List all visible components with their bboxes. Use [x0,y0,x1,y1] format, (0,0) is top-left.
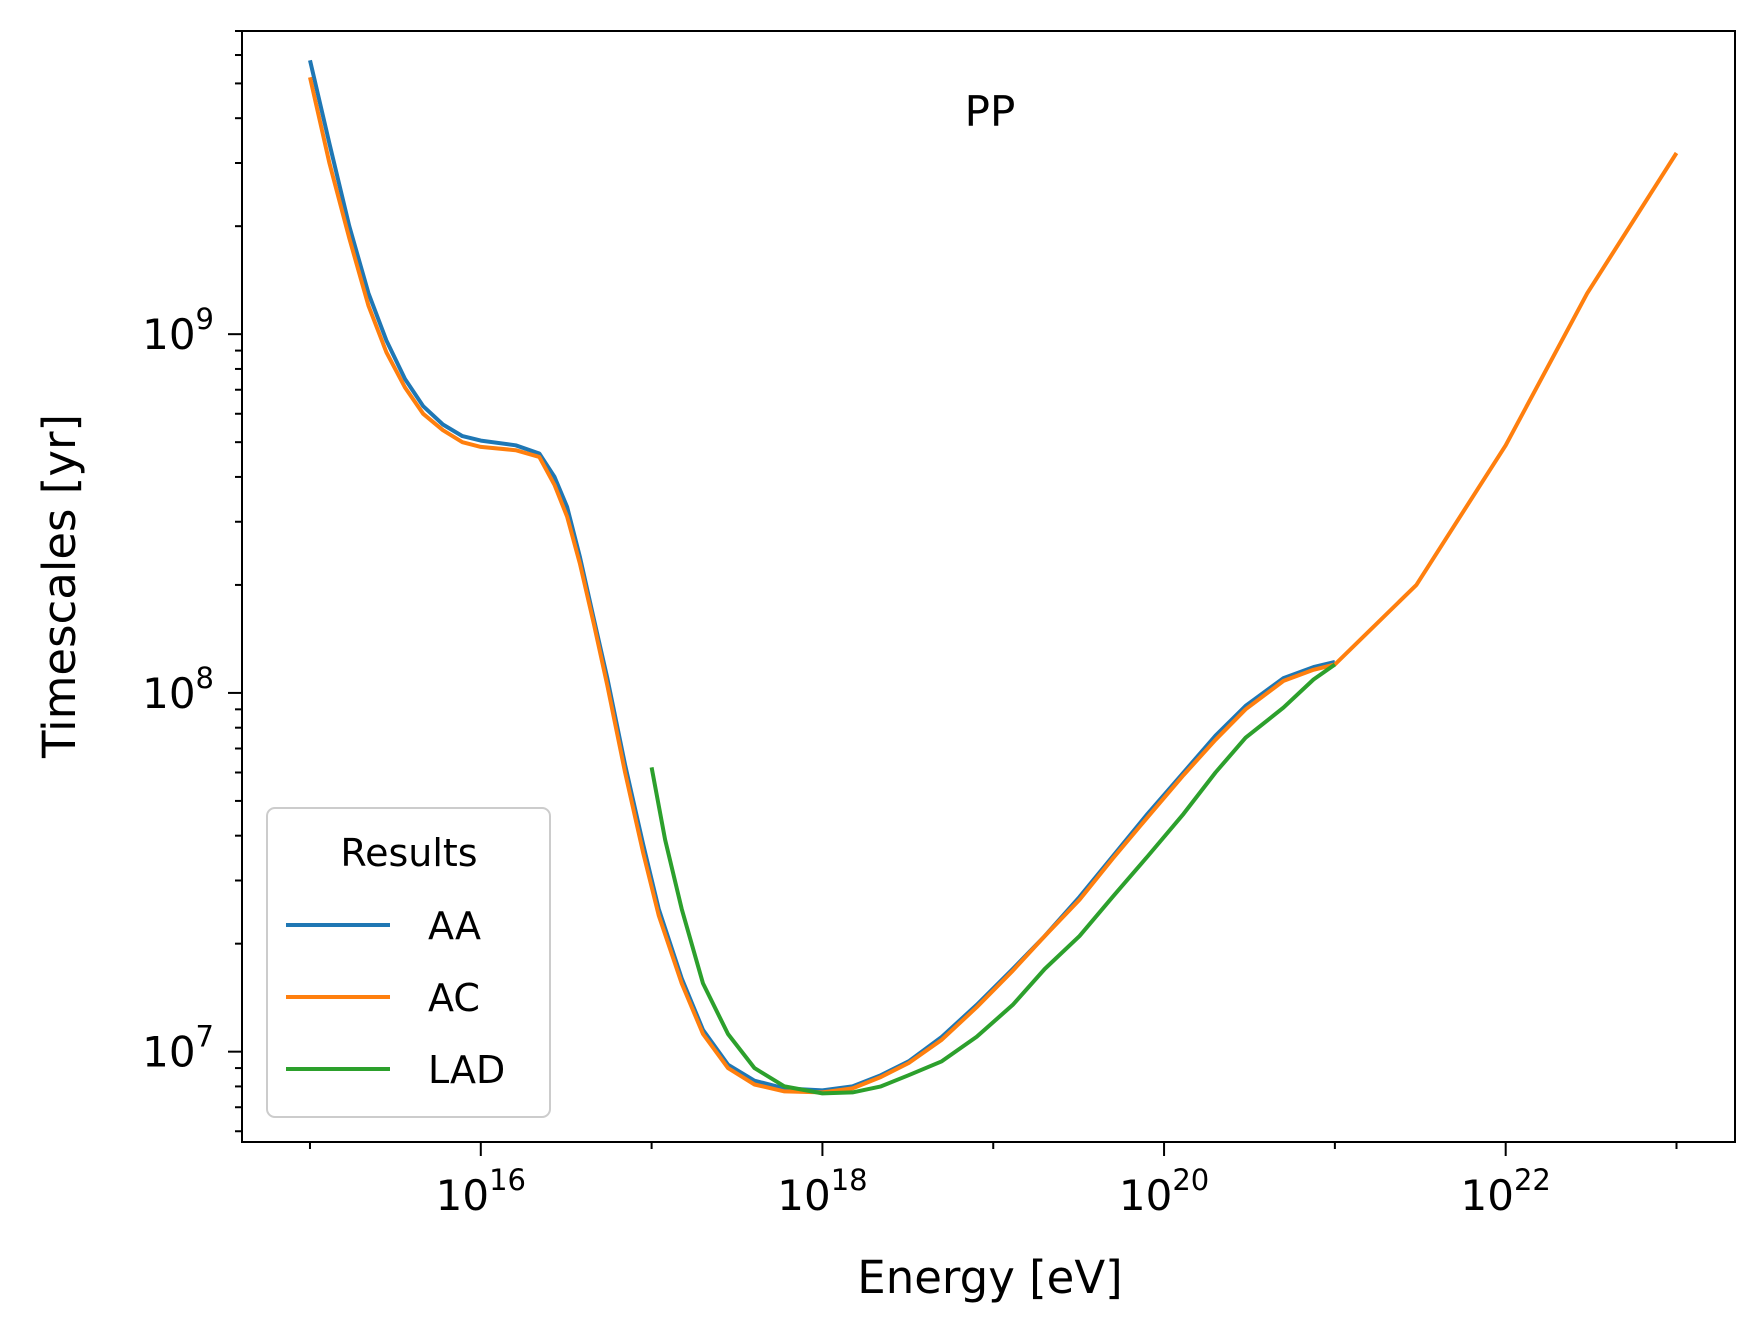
legend-label-aa: AA [428,904,481,948]
x-tick-label: 1020 [1119,1163,1209,1220]
y-tick-label: 107 [142,1020,214,1077]
y-tick-label: 109 [142,302,214,359]
legend-title: Results [340,831,477,875]
x-tick-label: 1018 [777,1163,867,1220]
y-axis-label: Timescales [yr] [33,414,86,759]
y-axis-ticks: 107 108 109 [142,30,242,1133]
x-axis-ticks: 1016 1018 1020 1022 [308,1142,1678,1220]
plot-annotation: PP [965,87,1016,136]
plot-frame [241,30,1736,1143]
x-tick-label: 1022 [1461,1163,1551,1220]
plot-lines [308,59,1679,1096]
legend: Results AA AC LAD [266,807,551,1118]
series-line-ac [308,76,1679,1095]
legend-box [266,807,551,1118]
x-axis-label: Energy [eV] [857,1251,1122,1304]
legend-entries: AA AC LAD [286,904,505,1092]
series-line-lad [649,662,1337,1096]
legend-label-lad: LAD [428,1048,505,1092]
x-tick-label: 1016 [436,1163,526,1220]
y-tick-label: 108 [142,661,214,718]
legend-label-ac: AC [428,976,480,1020]
